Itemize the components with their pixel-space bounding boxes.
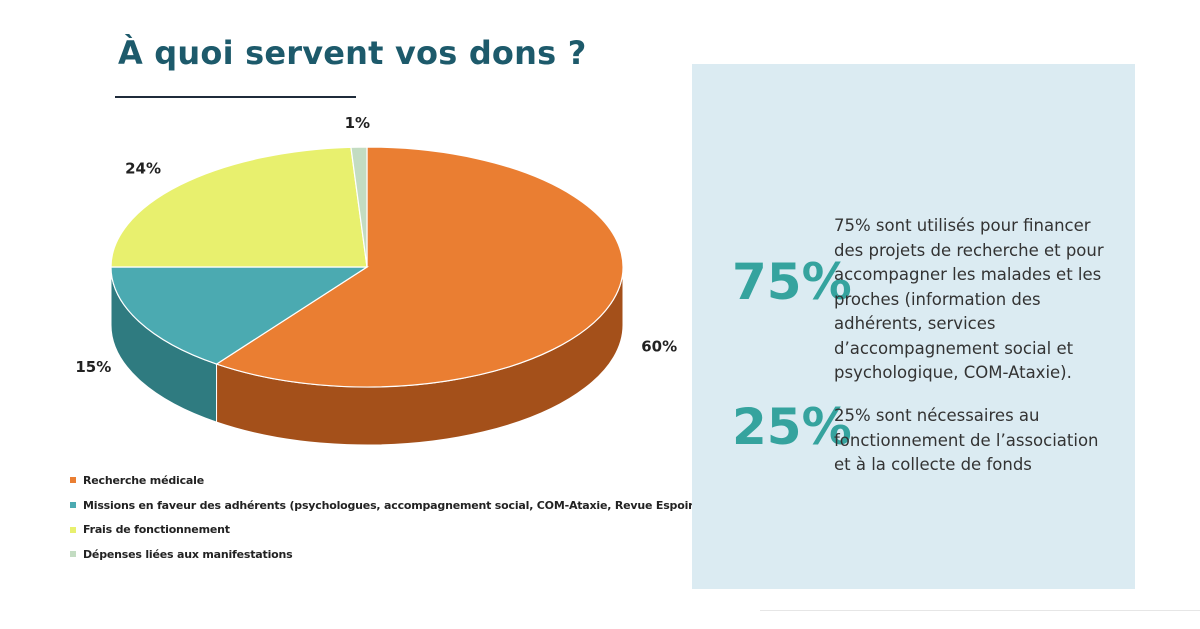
data-label: 60% xyxy=(641,337,677,355)
info-panel: 75% 75% sont utilisés pour financer des … xyxy=(692,64,1135,589)
pie-slice xyxy=(350,146,368,268)
legend-item: Frais de fonctionnement xyxy=(70,517,714,542)
legend-swatch xyxy=(70,551,76,558)
legend-label: Recherche médicale xyxy=(83,473,204,487)
stat-percentage: 25% xyxy=(732,398,852,456)
data-labels: 60% 15% 24% 1% xyxy=(75,114,677,376)
page-title: À quoi servent vos dons ? xyxy=(118,34,587,72)
legend-item: Recherche médicale xyxy=(70,468,714,493)
stat-description: 25% sont nécessaires au fonctionnement d… xyxy=(834,406,1099,474)
legend-item: Dépenses liées aux manifestations xyxy=(70,542,714,567)
data-label: 15% xyxy=(75,358,111,376)
legend-swatch xyxy=(70,502,76,509)
data-label: 1% xyxy=(345,114,370,132)
pie-slice xyxy=(110,266,370,365)
legend-swatch xyxy=(70,477,76,484)
pie-chart: 60% 15% 24% 1% xyxy=(75,114,677,446)
legend-label: Dépenses liées aux manifestations xyxy=(83,547,293,561)
legend-item: Missions en faveur des adhérents (psycho… xyxy=(70,493,714,518)
stat-block: 75% 75% sont utilisés pour financer des … xyxy=(692,214,1104,386)
legend-label: Missions en faveur des adhérents (psycho… xyxy=(83,498,714,512)
divider xyxy=(760,610,1200,611)
pie-slice xyxy=(110,146,368,268)
legend-label: Frais de fonctionnement xyxy=(83,523,230,537)
chart-legend: Recherche médicale Missions en faveur de… xyxy=(70,468,714,567)
stat-block: 25% 25% sont nécessaires au fonctionneme… xyxy=(692,398,1104,478)
title-underline xyxy=(115,96,356,98)
pie-slice xyxy=(215,146,624,388)
legend-swatch xyxy=(70,526,76,533)
data-label: 24% xyxy=(125,159,161,177)
pie-top xyxy=(110,146,624,388)
stat-description: 75% sont utilisés pour financer des proj… xyxy=(834,216,1104,382)
stat-percentage: 75% xyxy=(732,253,852,311)
